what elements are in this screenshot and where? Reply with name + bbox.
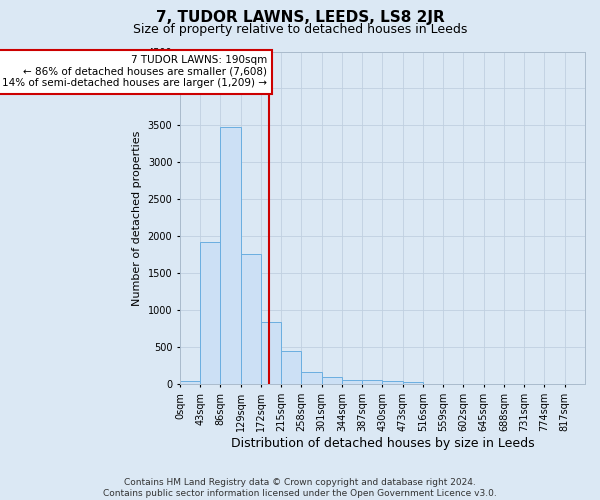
Bar: [301, 372, 322, 384]
Bar: [180, 382, 200, 384]
Bar: [322, 377, 342, 384]
Bar: [281, 351, 301, 384]
Bar: [241, 254, 261, 384]
Bar: [220, 127, 241, 384]
Bar: [261, 322, 281, 384]
Text: Contains HM Land Registry data © Crown copyright and database right 2024.
Contai: Contains HM Land Registry data © Crown c…: [103, 478, 497, 498]
Bar: [382, 381, 403, 384]
Bar: [362, 380, 382, 384]
Y-axis label: Number of detached properties: Number of detached properties: [132, 130, 142, 306]
Bar: [200, 242, 220, 384]
Bar: [342, 380, 362, 384]
Bar: [403, 382, 423, 384]
Text: 7, TUDOR LAWNS, LEEDS, LS8 2JR: 7, TUDOR LAWNS, LEEDS, LS8 2JR: [155, 10, 445, 25]
X-axis label: Distribution of detached houses by size in Leeds: Distribution of detached houses by size …: [230, 437, 534, 450]
Text: Size of property relative to detached houses in Leeds: Size of property relative to detached ho…: [133, 22, 467, 36]
Text: 7 TUDOR LAWNS: 190sqm
← 86% of detached houses are smaller (7,608)
14% of semi-d: 7 TUDOR LAWNS: 190sqm ← 86% of detached …: [2, 55, 267, 88]
